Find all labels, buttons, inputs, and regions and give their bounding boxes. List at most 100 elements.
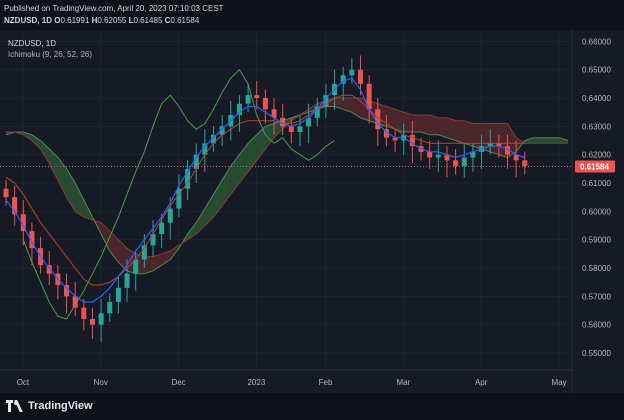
cloud-segment [14, 132, 24, 135]
candle-body [236, 103, 242, 115]
base-line [5, 94, 525, 286]
candle-body [133, 259, 139, 274]
candle-body [522, 160, 528, 166]
cloud-segment [438, 117, 447, 138]
candle-body [20, 214, 26, 232]
candle-body [150, 234, 156, 246]
chart-pane[interactable]: 0.66000 0.65000 0.64000 0.63000 0.62000 0.610… [0, 30, 624, 393]
price-tick-label: 0.64000 [582, 94, 611, 103]
candle-body [435, 154, 441, 158]
footer-bar: TradingView [0, 393, 624, 420]
candle-body [211, 134, 217, 144]
candle-body [254, 95, 260, 98]
price-tick-label: 0.65000 [582, 66, 611, 75]
candle-body [262, 98, 268, 110]
candle-body [366, 83, 372, 110]
candle-body [314, 106, 320, 118]
published-info: Published on TradingView.com, April 20, … [4, 4, 224, 13]
candle-body [513, 154, 519, 161]
cloud-segment [455, 120, 465, 144]
cloud-segment [144, 256, 153, 274]
price-tick-label: 0.58000 [582, 264, 611, 273]
price-tick-label: 0.56000 [582, 321, 611, 330]
cloud-segment [343, 98, 352, 113]
publish-header: Published on TradingView.com, April 20, … [0, 0, 624, 30]
candle-body [72, 296, 78, 308]
high-label: H [91, 16, 98, 25]
cloud-segment [395, 109, 404, 132]
cloud-segment [542, 137, 551, 144]
price-chart[interactable]: 0.66000 0.65000 0.64000 0.63000 0.62000 0.610… [0, 30, 624, 393]
time-tick-label: Mar [396, 378, 410, 387]
chart-legend: NZDUSD, 1D Ichimoku (9, 26, 52, 26) [8, 38, 92, 60]
candle-body [115, 287, 121, 302]
price-tick-label: 0.59000 [582, 236, 611, 245]
tradingview-logo-icon [6, 400, 24, 412]
candle-body [453, 160, 459, 166]
cloud-segment [49, 149, 58, 181]
price-tick-label: 0.63000 [582, 122, 611, 131]
candle-body [107, 302, 113, 314]
close-label: C [164, 16, 171, 25]
cloud-segment [57, 157, 67, 198]
candle-body [280, 117, 286, 127]
cloud-segment [403, 112, 413, 132]
price-tick-label: 0.66000 [582, 37, 611, 46]
cloud-segment [334, 98, 344, 110]
candle-body [64, 285, 70, 297]
candle-body [124, 273, 130, 288]
cloud-segment [559, 137, 568, 144]
cloud-segment [446, 117, 456, 141]
cloud-segment [6, 132, 15, 135]
price-tick-label: 0.61000 [582, 179, 611, 188]
cloud-segment [239, 143, 249, 183]
cloud-segment [464, 120, 473, 147]
last-price-tag [575, 160, 615, 173]
candle-body [245, 95, 251, 104]
cloud-segment [23, 132, 32, 141]
candle-body [202, 143, 208, 155]
candle-body [167, 208, 173, 223]
indicator-label[interactable]: Ichimoku (9, 26, 52, 26) [8, 50, 93, 59]
time-tick-label: Apr [475, 378, 488, 387]
candle-body [297, 126, 303, 132]
symbol-ohlc-line: NZDUSD, 1D O0.61991 H0.62055 L0.61485 C0… [4, 16, 199, 25]
cloud-segment [533, 137, 543, 144]
candle-body [375, 109, 381, 130]
cloud-segment [429, 115, 439, 135]
candle-body [141, 245, 147, 260]
cloud-segment [31, 134, 41, 149]
candle-body [193, 154, 199, 169]
candle-body [496, 143, 502, 147]
candle-body [487, 143, 493, 147]
time-tick-label: 2023 [247, 378, 265, 387]
cloud-segment [472, 123, 482, 149]
price-tick-label: 0.57000 [582, 292, 611, 301]
candle-body [383, 129, 389, 138]
cloud-segment [161, 251, 171, 266]
cloud-segment [222, 166, 231, 206]
tradingview-logo: TradingView [6, 400, 93, 412]
cloud-segment [412, 115, 422, 132]
cloud-segment [256, 126, 266, 161]
candle-body [427, 151, 433, 158]
brand-name: TradingView [28, 400, 93, 412]
open-value: 0.61991 [60, 16, 90, 25]
candle-body [306, 117, 312, 127]
price-tick-label: 0.55000 [582, 349, 611, 358]
candle-body [159, 222, 165, 234]
cloud-segment [490, 123, 499, 155]
candle-body [349, 69, 355, 76]
time-tick-label: Oct [17, 378, 30, 387]
candle-body [392, 137, 398, 141]
candle-body [89, 319, 95, 325]
conversion-line [5, 77, 525, 303]
symbol-label: NZDUSD, 1D [4, 16, 53, 25]
senkou-span-a-line [5, 106, 569, 275]
cloud-segment [550, 137, 560, 144]
time-tick-label: Dec [171, 378, 185, 387]
candle-body [46, 265, 52, 274]
cloud-segment [351, 98, 361, 118]
cloud-segment [386, 106, 396, 130]
candle-body [81, 307, 87, 319]
